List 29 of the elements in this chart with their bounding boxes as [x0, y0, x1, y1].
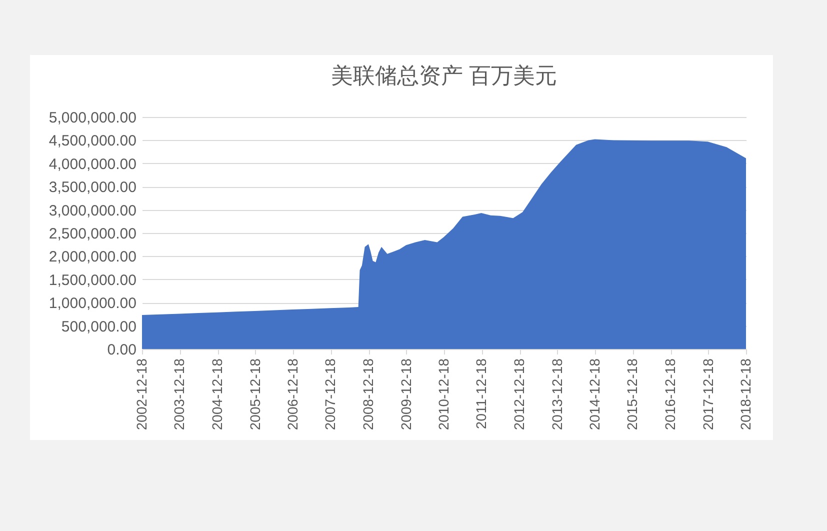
x-tick-label: 2016-12-18 — [662, 358, 678, 430]
x-tick-label: 2002-12-18 — [134, 358, 150, 430]
x-tick-label: 2006-12-18 — [284, 358, 300, 430]
x-tick-label: 2017-12-18 — [700, 358, 716, 430]
y-tick-label: 5,000,000.00 — [48, 110, 136, 126]
y-tick-label: 3,000,000.00 — [48, 202, 136, 220]
x-tick-label: 2013-12-18 — [548, 358, 565, 430]
y-tick-label: 500,000.00 — [61, 318, 136, 336]
y-tick-label: 1,000,000.00 — [48, 295, 136, 312]
x-tick-label: 2010-12-18 — [436, 358, 452, 430]
x-tick-label: 2011-12-18 — [473, 358, 490, 430]
x-tick-label: 2015-12-18 — [624, 358, 640, 430]
y-tick-label: 4,000,000.00 — [48, 156, 136, 173]
chart-title: 美联储总资产 百万美元 — [330, 63, 558, 88]
x-tick-label: 2012-12-18 — [511, 358, 528, 430]
y-tick-label: 4,500,000.00 — [48, 132, 136, 150]
y-tick-label: 1,500,000.00 — [48, 272, 136, 289]
x-tick-label: 2007-12-18 — [322, 358, 338, 430]
x-tick-label: 2005-12-18 — [246, 358, 263, 430]
x-tick-label: 2014-12-18 — [586, 358, 602, 430]
x-tick-label: 2004-12-18 — [209, 358, 226, 430]
y-tick-label: 2,500,000.00 — [48, 226, 136, 242]
x-tick-label: 2009-12-18 — [398, 358, 414, 430]
x-tick-label: 2008-12-18 — [360, 358, 376, 430]
y-tick-label: 3,500,000.00 — [48, 179, 136, 196]
y-tick-label: 2,000,000.00 — [48, 248, 136, 266]
x-tick-label: 2018-12-18 — [738, 358, 754, 430]
y-tick-label: 0.00 — [107, 342, 136, 358]
x-tick-label: 2003-12-18 — [171, 358, 188, 430]
